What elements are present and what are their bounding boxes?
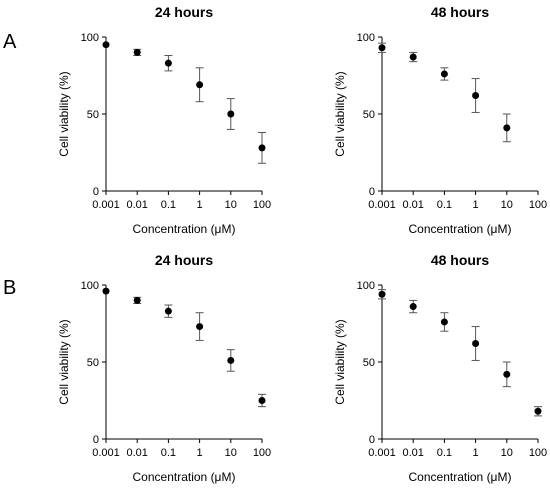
x-tick-label: 100	[529, 199, 547, 211]
data-point	[378, 44, 386, 52]
data-point	[258, 397, 266, 404]
data-point	[227, 110, 235, 118]
x-axis-label: Concentration (μM)	[133, 222, 236, 236]
x-tick-label: 0.1	[161, 199, 176, 211]
data-point	[133, 48, 141, 56]
x-tick-label: 0.001	[368, 199, 396, 211]
x-tick-label: 0.001	[92, 199, 120, 211]
data-point	[409, 303, 417, 311]
y-axis-label: Cell viability (%)	[333, 71, 347, 156]
data-point	[196, 323, 204, 331]
data-point	[503, 124, 511, 132]
data-point	[440, 318, 448, 326]
x-tick-label: 100	[253, 199, 271, 211]
x-tick-label: 10	[225, 199, 237, 211]
data-point	[164, 307, 172, 315]
x-tick-label: 0.01	[126, 447, 147, 459]
data-point	[378, 290, 386, 298]
chart-title: 48 hours	[431, 252, 490, 268]
data-point	[227, 356, 235, 364]
y-axis-label: Cell viability (%)	[333, 319, 347, 404]
y-tick-label: 100	[81, 32, 99, 44]
x-tick-label: 0.001	[92, 447, 120, 459]
x-tick-label: 0.001	[368, 447, 396, 459]
y-tick-label: 0	[369, 434, 375, 446]
panel-label-a: A	[3, 31, 17, 53]
y-tick-label: 0	[93, 434, 99, 446]
chart-title: 24 hours	[155, 4, 214, 20]
data-point	[164, 59, 172, 67]
y-tick-label: 100	[81, 280, 99, 292]
x-axis-label: Concentration (μM)	[409, 222, 512, 236]
x-tick-label: 0.01	[126, 199, 147, 211]
x-tick-label: 10	[501, 447, 513, 459]
y-tick-label: 50	[363, 357, 375, 369]
x-tick-label: 0.1	[437, 199, 452, 211]
data-point	[472, 340, 480, 348]
x-tick-label: 1	[197, 199, 203, 211]
y-tick-label: 100	[357, 280, 375, 292]
chart-4: 48 hours 0 50 100 0.001 0.01 0.1 1 10 100 Concentr…	[333, 252, 547, 484]
x-tick-label: 0.1	[161, 447, 176, 459]
x-axis-label: Concentration (μM)	[133, 470, 236, 484]
x-tick-label: 0.1	[437, 447, 452, 459]
x-tick-label: 10	[501, 199, 513, 211]
panel-label-b: B	[3, 277, 16, 299]
chart-2: 48 hours 0 50 100 0.001 0.01 0.1 1 10 100 Concentr…	[333, 4, 547, 236]
data-point	[409, 53, 417, 61]
x-tick-label: 100	[253, 447, 271, 459]
x-tick-label: 0.01	[402, 199, 423, 211]
data-point	[133, 296, 141, 304]
x-tick-label: 1	[473, 447, 479, 459]
data-point	[258, 144, 266, 152]
x-tick-label: 1	[473, 199, 479, 211]
x-tick-label: 100	[529, 447, 547, 459]
x-axis-label: Concentration (μM)	[409, 470, 512, 484]
data-point	[102, 41, 110, 49]
chart-title: 48 hours	[431, 4, 490, 20]
data-point	[440, 70, 448, 78]
y-tick-label: 0	[93, 186, 99, 198]
data-point	[472, 92, 480, 100]
data-point	[534, 407, 542, 415]
y-axis-label: Cell viability (%)	[57, 71, 71, 156]
y-tick-label: 50	[363, 109, 375, 121]
x-tick-label: 10	[225, 447, 237, 459]
chart-1: 24 hours 0 50 100 0.001 0.01 0.1 1 10 100 Concentr…	[57, 4, 271, 236]
x-tick-label: 1	[197, 447, 203, 459]
y-tick-label: 100	[357, 32, 375, 44]
data-point	[196, 81, 204, 89]
y-tick-label: 0	[369, 186, 375, 198]
y-tick-label: 50	[87, 109, 99, 121]
x-tick-label: 0.01	[402, 447, 423, 459]
y-tick-label: 50	[87, 357, 99, 369]
chart-title: 24 hours	[155, 252, 214, 268]
data-point	[102, 287, 110, 295]
y-axis-label: Cell viability (%)	[57, 319, 71, 404]
chart-3: 24 hours 0 50 100 0.001 0.01 0.1 1 10 100 Concentr…	[57, 252, 271, 484]
data-point	[503, 370, 511, 378]
